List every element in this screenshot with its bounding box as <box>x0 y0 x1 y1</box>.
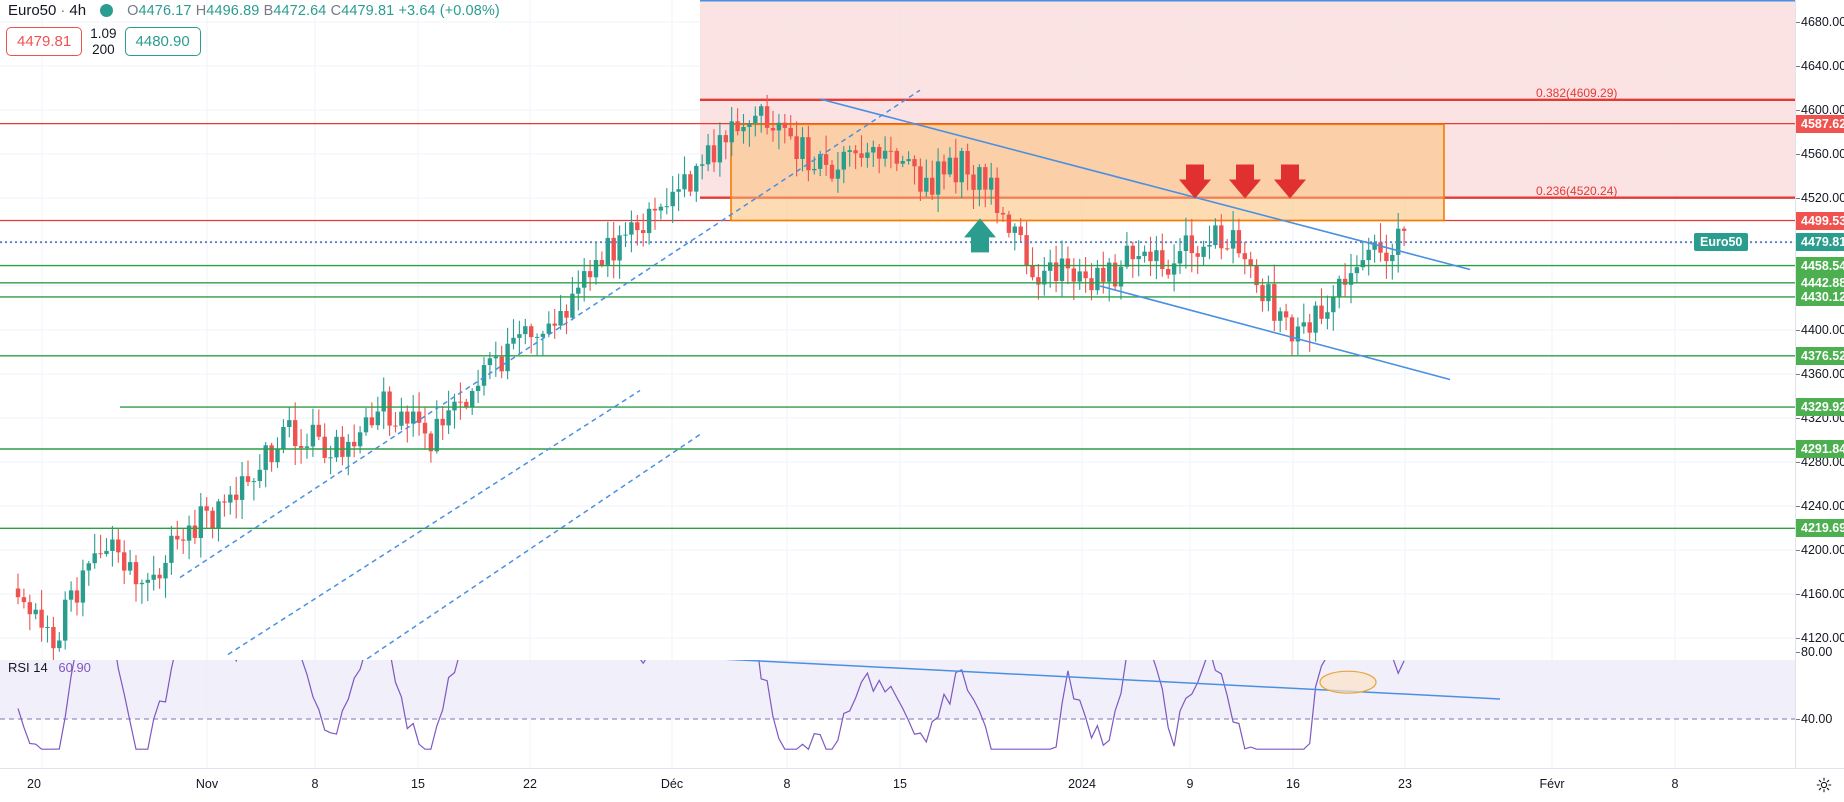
price-tick: 4560.00 <box>1801 147 1844 161</box>
price-tick-dash <box>1796 506 1800 507</box>
price-tick: 4200.00 <box>1801 543 1844 557</box>
series-status-dot <box>100 4 114 17</box>
rsi-tick-dash <box>1796 652 1800 654</box>
fib-level-label[interactable]: 0.382(4609.29) <box>1536 85 1618 100</box>
indicator-legend-row[interactable]: 4479.81 1.09 200 4480.90 <box>6 26 201 57</box>
rsi-tick: 40.00 <box>1801 712 1833 727</box>
rsi-canvas[interactable] <box>0 660 1795 768</box>
price-tick-dash <box>1796 638 1800 639</box>
change-value: +3.64 (+0.08%) <box>398 2 500 19</box>
price-tick: 4360.00 <box>1801 367 1844 381</box>
price-tick-dash <box>1796 66 1800 67</box>
price-tick: 4600.00 <box>1801 103 1844 117</box>
time-tick: 16 <box>1286 777 1300 791</box>
time-tick: 22 <box>523 777 537 791</box>
symbol-name[interactable]: Euro50 <box>8 2 57 19</box>
time-tick: 15 <box>893 777 907 791</box>
time-tick: 23 <box>1398 777 1412 791</box>
chart-legend[interactable]: Euro50 · 4h O4476.17 H4496.89 B4472.64 C… <box>8 2 500 19</box>
close-value: 4479.81 <box>341 2 395 19</box>
price-level-label[interactable]: 4430.12 <box>1796 287 1844 306</box>
series-price-tag[interactable]: Euro50 <box>1694 233 1749 252</box>
ma-multiplier: 1.09 <box>90 26 117 41</box>
rsi-tick: 80.00 <box>1801 645 1833 660</box>
price-badge-red[interactable]: 4479.81 <box>6 27 83 57</box>
time-tick: Févr <box>1539 777 1565 791</box>
high-key: H <box>195 2 207 19</box>
time-tick: 9 <box>1186 777 1194 791</box>
price-level-label[interactable]: 4219.69 <box>1796 519 1844 538</box>
time-tick: 8 <box>311 777 319 791</box>
rsi-value: 60.90 <box>58 660 91 675</box>
price-level-label[interactable]: 4291.84 <box>1796 439 1844 458</box>
price-tick-dash <box>1796 374 1800 375</box>
price-tick-dash <box>1796 22 1800 23</box>
close-key: C <box>330 2 342 19</box>
ma-settings-text[interactable]: 1.09 200 <box>90 26 116 57</box>
price-chart-canvas[interactable] <box>0 0 1795 660</box>
time-tick: 2024 <box>1068 777 1096 791</box>
price-tick: 4280.00 <box>1801 455 1844 469</box>
time-tick: Déc <box>660 777 684 791</box>
price-tick: 4400.00 <box>1801 323 1844 337</box>
rsi-label: RSI 14 <box>8 660 48 675</box>
price-level-label[interactable]: 4376.52 <box>1796 346 1844 365</box>
high-value: 4496.89 <box>206 2 260 19</box>
fib-level-label[interactable]: 0.236(4520.24) <box>1536 183 1618 198</box>
ma-length: 200 <box>92 41 115 57</box>
open-key: O <box>127 2 139 19</box>
price-level-label[interactable]: 4458.54 <box>1796 256 1844 275</box>
legend-separator: · <box>60 2 66 19</box>
price-tick-dash <box>1796 110 1800 111</box>
price-badge-teal[interactable]: 4480.90 <box>124 27 201 57</box>
rsi-tick-dash <box>1796 719 1800 721</box>
price-tick-dash <box>1796 594 1800 595</box>
low-key: B <box>263 2 274 19</box>
ohlc-readout: O4476.17 H4496.89 B4472.64 C4479.81 +3.6… <box>127 3 500 19</box>
price-chart-pane[interactable] <box>0 0 1795 660</box>
price-level-label[interactable]: 4499.53 <box>1796 211 1844 230</box>
rsi-legend[interactable]: RSI 14 60.90 <box>8 660 91 675</box>
price-tick: 4240.00 <box>1801 499 1844 513</box>
price-tick-dash <box>1796 330 1800 331</box>
price-tick-dash <box>1796 198 1800 199</box>
time-tick: 15 <box>411 777 425 791</box>
price-level-label[interactable]: 4479.81 <box>1796 233 1844 252</box>
price-level-label[interactable]: 4442.88 <box>1796 273 1844 292</box>
rsi-pane[interactable] <box>0 660 1795 768</box>
price-tick-dash <box>1796 550 1800 551</box>
price-tick: 4640.00 <box>1801 59 1844 73</box>
price-level-label[interactable]: 4329.92 <box>1796 398 1844 417</box>
price-tick-dash <box>1796 154 1800 155</box>
timeframe-label[interactable]: 4h <box>69 2 87 19</box>
open-value: 4476.17 <box>138 2 192 19</box>
gear-icon[interactable] <box>1816 777 1832 793</box>
price-tick: 4520.00 <box>1801 191 1844 205</box>
low-value: 4472.64 <box>273 2 327 19</box>
price-tick-dash <box>1796 462 1800 463</box>
time-scale[interactable]: 20 Nov 8 15 22 Déc 8 15 2024 9 16 23 Févr 8 <box>0 768 1844 802</box>
price-tick-dash <box>1796 418 1800 419</box>
price-tick: 4680.00 <box>1801 15 1844 29</box>
price-level-label[interactable]: 4587.62 <box>1796 114 1844 133</box>
time-tick: 20 <box>27 777 41 791</box>
price-tick: 4120.00 <box>1801 631 1844 645</box>
time-tick: 8 <box>1671 777 1679 791</box>
price-tick: 4160.00 <box>1801 587 1844 601</box>
price-scale[interactable]: 4680.004640.004600.004560.004520.004480.… <box>1795 0 1844 802</box>
time-tick: Nov <box>195 777 219 791</box>
time-tick: 8 <box>783 777 791 791</box>
